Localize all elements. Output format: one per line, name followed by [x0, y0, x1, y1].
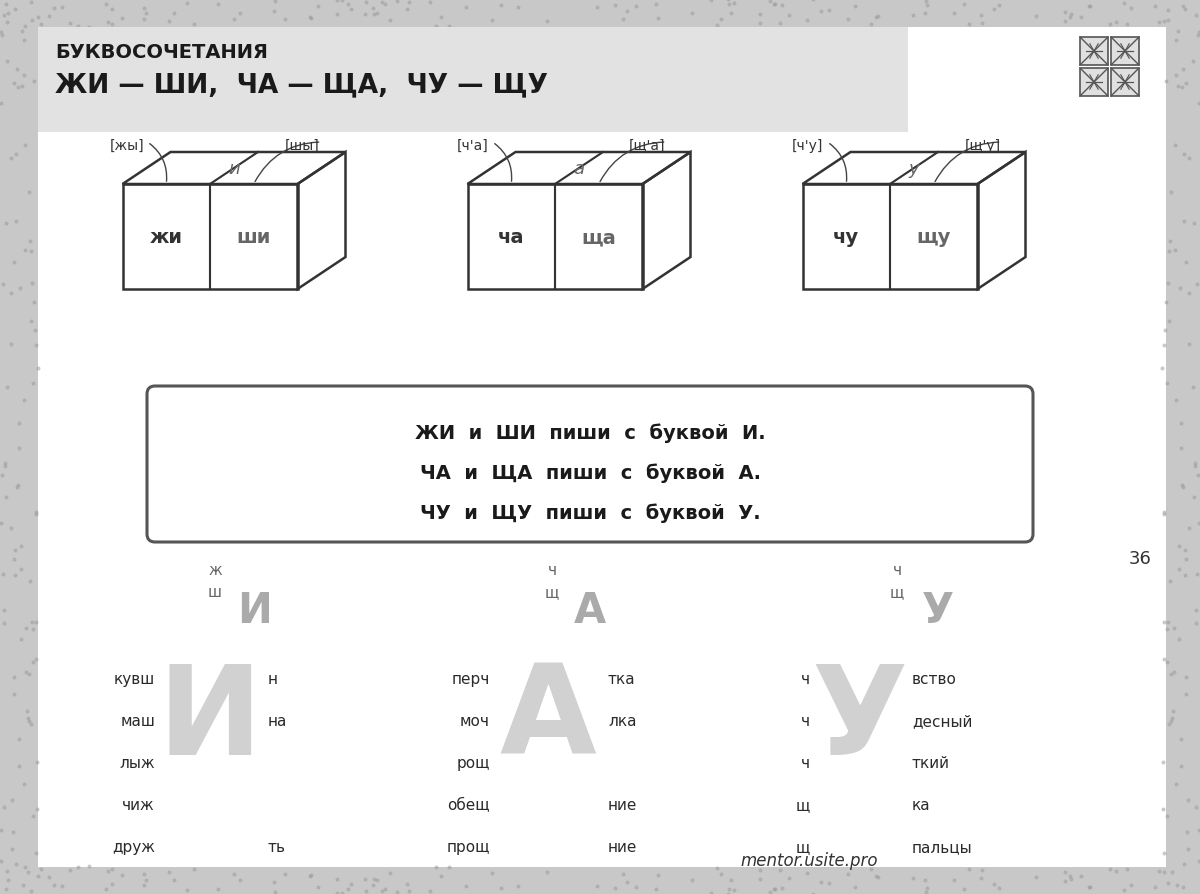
Text: щ: щ	[796, 839, 810, 854]
Text: [щ'а]: [щ'а]	[629, 139, 666, 153]
Text: ткий: ткий	[912, 755, 950, 770]
Text: н: н	[268, 671, 278, 687]
Text: [жы]: [жы]	[110, 139, 145, 153]
Text: ЖИ — ШИ,  ЧА — ЩА,  ЧУ — ЩУ: ЖИ — ШИ, ЧА — ЩА, ЧУ — ЩУ	[55, 72, 548, 97]
Text: ч: ч	[893, 562, 901, 578]
Text: чу: чу	[833, 228, 859, 247]
Text: щ: щ	[545, 585, 559, 599]
Text: У: У	[812, 659, 908, 780]
Text: прощ: прощ	[446, 839, 490, 854]
Text: ние: ние	[608, 839, 637, 854]
Text: щ: щ	[796, 797, 810, 812]
Text: У: У	[922, 589, 954, 631]
Text: а: а	[574, 160, 584, 178]
Text: ЧА  и  ЩА  пиши  с  буквой  А.: ЧА и ЩА пиши с буквой А.	[420, 462, 761, 482]
Text: щ: щ	[890, 585, 904, 599]
Text: ж: ж	[208, 562, 222, 578]
Text: ч: ч	[800, 755, 810, 770]
Text: щу: щу	[917, 228, 950, 247]
Text: ть: ть	[268, 839, 286, 854]
Text: пальцы: пальцы	[912, 839, 973, 854]
Text: перч: перч	[451, 671, 490, 687]
Bar	[1111, 38, 1139, 66]
Text: ние: ние	[608, 797, 637, 812]
Text: И: И	[157, 659, 263, 780]
Text: [ч'а]: [ч'а]	[457, 139, 488, 153]
Text: ш: ш	[208, 585, 222, 599]
Text: вство: вство	[912, 671, 956, 687]
Text: рощ: рощ	[456, 755, 490, 770]
Text: на: на	[268, 713, 287, 729]
Text: жи: жи	[150, 228, 182, 247]
Text: ч: ч	[800, 671, 810, 687]
Text: лыж: лыж	[119, 755, 155, 770]
Text: ща: ща	[581, 228, 616, 247]
Text: А: А	[574, 589, 606, 631]
Text: А: А	[499, 659, 596, 780]
Text: БУКВОСОЧЕТАНИЯ: БУКВОСОЧЕТАНИЯ	[55, 43, 268, 62]
Text: маш: маш	[120, 713, 155, 729]
Text: И: И	[238, 589, 272, 631]
Text: [ч'у]: [ч'у]	[792, 139, 823, 153]
Text: ши: ши	[236, 228, 271, 247]
Text: чиж: чиж	[122, 797, 155, 812]
Text: тка: тка	[608, 671, 636, 687]
Text: и: и	[228, 160, 240, 178]
Text: [шы]: [шы]	[286, 139, 320, 153]
Text: ЖИ  и  ШИ  пиши  с  буквой  И.: ЖИ и ШИ пиши с буквой И.	[415, 423, 766, 442]
Text: друж: друж	[112, 839, 155, 854]
Bar	[38, 28, 908, 133]
Text: ча: ча	[498, 228, 524, 247]
Text: десный: десный	[912, 713, 972, 729]
Text: ка: ка	[912, 797, 931, 812]
Text: у: у	[908, 160, 919, 178]
Text: ч: ч	[547, 562, 557, 578]
Bar	[1080, 38, 1108, 66]
FancyBboxPatch shape	[148, 386, 1033, 543]
Text: ч: ч	[800, 713, 810, 729]
Text: лка: лка	[608, 713, 636, 729]
Text: обещ: обещ	[448, 797, 490, 812]
Bar	[1080, 69, 1108, 97]
Text: 36: 36	[1128, 550, 1152, 568]
Text: [щ'у]: [щ'у]	[965, 139, 1001, 153]
Text: ЧУ  и  ЩУ  пиши  с  буквой  У.: ЧУ и ЩУ пиши с буквой У.	[420, 502, 761, 522]
Text: кувш: кувш	[114, 671, 155, 687]
Text: mentor.usite.pro: mentor.usite.pro	[740, 851, 877, 869]
Bar	[1111, 69, 1139, 97]
Text: моч: моч	[460, 713, 490, 729]
